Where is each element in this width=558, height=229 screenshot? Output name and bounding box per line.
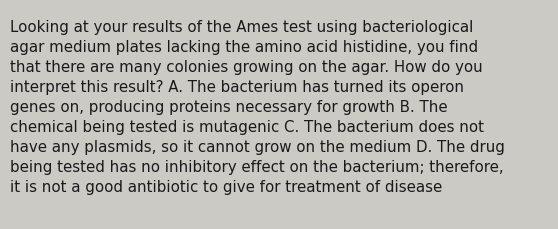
Text: Looking at your results of the Ames test using bacteriological
agar medium plate: Looking at your results of the Ames test… <box>10 20 505 194</box>
